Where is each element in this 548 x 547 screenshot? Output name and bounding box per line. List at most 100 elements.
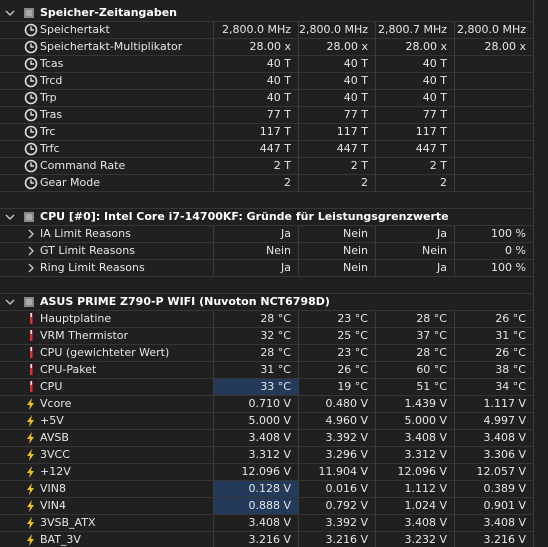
value-cell: [454, 56, 533, 72]
sensor-row[interactable]: Hauptplatine 28 °C 23 °C 28 °C 26 °C: [0, 311, 533, 328]
sensor-row[interactable]: Speichertakt 2,800.0 MHz 2,800.0 MHz 2,800.…: [0, 22, 533, 39]
value-cell: 447 T: [213, 141, 298, 157]
sensor-icon: [24, 329, 38, 346]
sensor-row[interactable]: CPU 33 °C 19 °C 51 °C 34 °C: [0, 379, 533, 396]
sensor-row[interactable]: Speichertakt-Multiplikator 28.00 x 28.00 x…: [0, 39, 533, 56]
collapse-toggle[interactable]: [4, 6, 16, 23]
sensor-label: +5V: [40, 414, 64, 427]
value-cell: 28.00 x: [213, 39, 298, 55]
value-cell: 31 °C: [213, 362, 298, 378]
section-icon: [22, 295, 36, 312]
sensor-label: Vcore: [40, 397, 72, 410]
sensor-row[interactable]: Trcd 40 T 40 T 40 T: [0, 73, 533, 90]
sensor-icon: [24, 108, 38, 125]
sensor-row[interactable]: GT Limit Reasons Nein Nein Nein 0 %: [0, 243, 533, 260]
value-cell: 117 T: [375, 124, 454, 140]
value-cell: [454, 124, 533, 140]
value-cell: 26 °C: [454, 311, 533, 327]
value-cell: 3.408 V: [375, 515, 454, 531]
sensor-row[interactable]: 3VCC 3.312 V 3.296 V 3.312 V 3.306 V: [0, 447, 533, 464]
value-cell: 2,800.0 MHz: [213, 22, 298, 38]
sensor-icon: [24, 533, 38, 547]
sensor-row[interactable]: BAT_3V 3.216 V 3.216 V 3.232 V 3.216 V: [0, 532, 533, 547]
value-cell: 28 °C: [213, 311, 298, 327]
sensor-row[interactable]: Tras 77 T 77 T 77 T: [0, 107, 533, 124]
value-cell: 40 T: [375, 56, 454, 72]
value-cell: 3.408 V: [454, 515, 533, 531]
value-cell: 31 °C: [454, 328, 533, 344]
sensor-label: Ring Limit Reasons: [40, 261, 145, 274]
sensor-label: Gear Mode: [40, 176, 101, 189]
sensor-row[interactable]: IA Limit Reasons Ja Nein Ja 100 %: [0, 226, 533, 243]
value-cell: 40 T: [298, 90, 375, 106]
spacer-row: [0, 192, 533, 209]
sensor-label: VRM Thermistor: [40, 329, 129, 342]
section-icon: [22, 6, 36, 23]
sensor-row[interactable]: Trp 40 T 40 T 40 T: [0, 90, 533, 107]
value-cell: 32 °C: [213, 328, 298, 344]
sensor-label: Trcd: [40, 74, 63, 87]
value-cell: 40 T: [213, 90, 298, 106]
sensor-row[interactable]: Tcas 40 T 40 T 40 T: [0, 56, 533, 73]
value-cell: 5.000 V: [213, 413, 298, 429]
value-cell: Ja: [375, 226, 454, 242]
section-header: ASUS PRIME Z790-P WIFI (Nuvoton NCT6798D…: [0, 294, 533, 311]
value-cell: Nein: [298, 260, 375, 276]
sensor-row[interactable]: VIN8 0.128 V 0.016 V 1.112 V 0.389 V: [0, 481, 533, 498]
sensor-row[interactable]: +12V 12.096 V 11.904 V 12.096 V 12.057 V: [0, 464, 533, 481]
sensor-icon: [24, 414, 38, 431]
value-cell: 3.392 V: [298, 430, 375, 446]
value-cell: [454, 90, 533, 106]
sensor-label: CPU: [40, 380, 63, 393]
value-cell: 0.480 V: [298, 396, 375, 412]
sensor-label: VIN8: [40, 482, 66, 495]
value-cell: 40 T: [213, 73, 298, 89]
value-cell: 3.408 V: [375, 430, 454, 446]
sensor-row[interactable]: VRM Thermistor 32 °C 25 °C 37 °C 31 °C: [0, 328, 533, 345]
value-cell: 33 °C: [213, 379, 298, 395]
sensor-icon: [24, 499, 38, 516]
sensor-label: Speichertakt: [40, 23, 110, 36]
value-cell: Nein: [298, 243, 375, 259]
collapse-toggle[interactable]: [4, 210, 16, 227]
sensor-icon: [24, 397, 38, 414]
section-header: Speicher-Zeitangaben: [0, 5, 533, 22]
collapse-toggle[interactable]: [4, 295, 16, 312]
value-cell: 447 T: [298, 141, 375, 157]
value-cell: Nein: [213, 243, 298, 259]
sensor-row[interactable]: Vcore 0.710 V 0.480 V 1.439 V 1.117 V: [0, 396, 533, 413]
value-cell: [454, 107, 533, 123]
sensor-row[interactable]: Trfc 447 T 447 T 447 T: [0, 141, 533, 158]
sensor-icon: [24, 261, 38, 278]
value-cell: 3.306 V: [454, 447, 533, 463]
sensor-label: IA Limit Reasons: [40, 227, 131, 240]
value-cell: 3.232 V: [375, 532, 454, 547]
sensor-icon: [24, 159, 38, 176]
sensor-row[interactable]: CPU (gewichteter Wert) 28 °C 23 °C 28 °C 26 …: [0, 345, 533, 362]
value-cell: 1.112 V: [375, 481, 454, 497]
sensor-row[interactable]: CPU-Paket 31 °C 26 °C 60 °C 38 °C: [0, 362, 533, 379]
value-cell: 12.096 V: [375, 464, 454, 480]
value-cell: Ja: [213, 260, 298, 276]
value-cell: 12.057 V: [454, 464, 533, 480]
sensor-icon: [24, 57, 38, 74]
section-title: ASUS PRIME Z790-P WIFI (Nuvoton NCT6798D…: [40, 295, 330, 308]
sensor-row[interactable]: +5V 5.000 V 4.960 V 5.000 V 4.997 V: [0, 413, 533, 430]
sensor-row[interactable]: 3VSB_ATX 3.408 V 3.392 V 3.408 V 3.408 V: [0, 515, 533, 532]
value-cell: 77 T: [213, 107, 298, 123]
value-cell: 3.408 V: [213, 430, 298, 446]
sensor-row[interactable]: AVSB 3.408 V 3.392 V 3.408 V 3.408 V: [0, 430, 533, 447]
sensor-row[interactable]: Gear Mode 2 2 2: [0, 175, 533, 192]
value-cell: Ja: [213, 226, 298, 242]
value-cell: 19 °C: [298, 379, 375, 395]
value-cell: 40 T: [375, 90, 454, 106]
sensor-row[interactable]: Trc 117 T 117 T 117 T: [0, 124, 533, 141]
sensor-label: +12V: [40, 465, 71, 478]
section-icon: [22, 210, 36, 227]
sensor-row[interactable]: Ring Limit Reasons Ja Nein Ja 100 %: [0, 260, 533, 277]
sensor-row[interactable]: VIN4 0.888 V 0.792 V 1.024 V 0.901 V: [0, 498, 533, 515]
value-cell: 28 °C: [213, 345, 298, 361]
value-cell: Nein: [298, 226, 375, 242]
